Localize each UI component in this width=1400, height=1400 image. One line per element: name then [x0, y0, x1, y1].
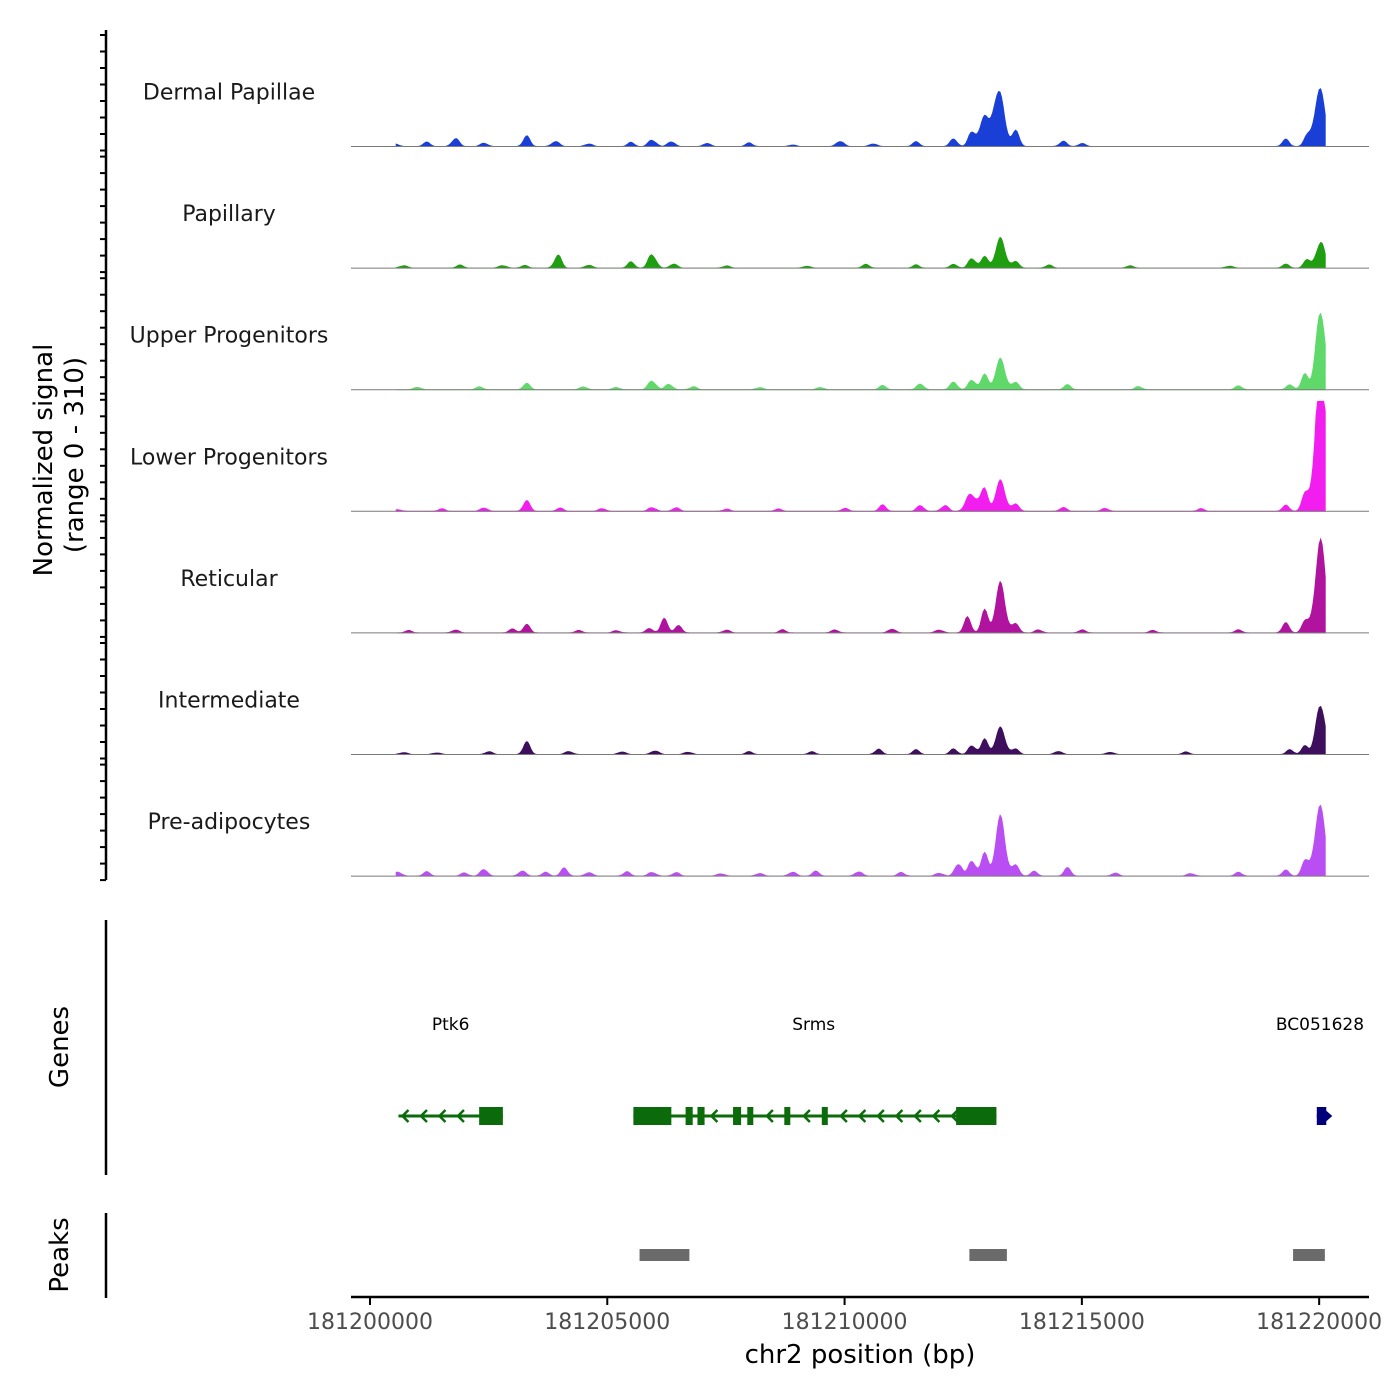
- coverage-tracks: Dermal Papillae Papillary Upper Progenitor…: [130, 81, 1369, 877]
- x-tick-label: 181200000: [307, 1310, 433, 1335]
- genes-panel-label: Genes: [45, 1006, 75, 1088]
- x-tick-label: 181220000: [1256, 1310, 1382, 1335]
- gene-exon: [821, 1107, 828, 1125]
- track-label: Dermal Papillae: [143, 81, 315, 106]
- gene-srms: Srms: [633, 1015, 997, 1125]
- peak-region-bar: [1293, 1249, 1325, 1261]
- track-label: Reticular: [180, 567, 278, 592]
- gene-exon: [956, 1107, 997, 1125]
- track-reticular: Reticular: [180, 537, 1369, 634]
- track-papillary: Papillary: [182, 202, 1369, 269]
- track-signal-area: [396, 537, 1326, 634]
- gene-annotations: Ptk6 Srms BC051628: [398, 1015, 1364, 1125]
- gene-ptk6: Ptk6: [398, 1015, 503, 1125]
- track-label: Intermediate: [158, 689, 300, 714]
- peak-region-bar: [969, 1249, 1007, 1261]
- gene-strand-arrow: [950, 1109, 959, 1123]
- gene-strand-arrow: [419, 1109, 428, 1123]
- gene-strand-arrow: [765, 1109, 774, 1123]
- x-axis-ticks: 181200000 181205000 181210000 181215000 1812…: [307, 1297, 1382, 1335]
- gene-strand-arrow: [456, 1109, 465, 1123]
- track-label: Upper Progenitors: [130, 324, 329, 349]
- peak-region-bar: [639, 1249, 690, 1261]
- gene-strand-arrow: [839, 1109, 848, 1123]
- track-pre-adipocytes: Pre-adipocytes: [148, 804, 1369, 877]
- gene-strand-arrow: [400, 1109, 410, 1123]
- track-lower-progenitors: Lower Progenitors: [130, 400, 1369, 512]
- gene-strand-arrow: [709, 1109, 719, 1123]
- gene-exon: [1316, 1107, 1327, 1125]
- gene-strand-arrow: [931, 1109, 941, 1123]
- track-signal-area: [395, 705, 1326, 755]
- gene-bc051628: BC051628: [1276, 1015, 1364, 1125]
- coverage-y-label-line2: (range 0 - 310): [60, 357, 90, 553]
- track-label: Lower Progenitors: [130, 445, 328, 470]
- gene-exon: [633, 1107, 672, 1125]
- gene-exon: [479, 1107, 503, 1125]
- gene-strand-arrow: [913, 1109, 922, 1123]
- x-tick-label: 181210000: [782, 1310, 908, 1335]
- track-label: Papillary: [182, 202, 276, 227]
- gene-name-label: BC051628: [1276, 1015, 1364, 1035]
- gene-exon: [733, 1107, 742, 1125]
- coverage-y-axis-ticks: [100, 34, 106, 882]
- gene-exon: [697, 1107, 705, 1125]
- track-signal-area: [396, 312, 1326, 391]
- x-axis-title: chr2 position (bp): [745, 1340, 976, 1370]
- peaks-panel-label: Peaks: [45, 1217, 75, 1292]
- track-intermediate: Intermediate: [158, 689, 1369, 755]
- gene-strand-arrow: [802, 1109, 811, 1123]
- track-signal-area: [395, 236, 1326, 269]
- track-signal-area: [395, 400, 1326, 512]
- gene-strand-arrow: [894, 1109, 904, 1123]
- peak-regions: [639, 1249, 1325, 1261]
- track-dermal-papillae: Dermal Papillae: [143, 81, 1369, 147]
- gene-strand-arrow: [857, 1109, 867, 1123]
- gene-strand-arrow: [437, 1109, 447, 1123]
- gene-exon: [747, 1107, 754, 1125]
- track-label: Pre-adipocytes: [148, 810, 311, 835]
- gene-name-label: Ptk6: [432, 1015, 470, 1035]
- track-upper-progenitors: Upper Progenitors: [130, 312, 1369, 391]
- coverage-y-label-line1: Normalized signal: [29, 344, 59, 577]
- x-tick-label: 181215000: [1019, 1310, 1145, 1335]
- track-signal-area: [395, 804, 1326, 877]
- x-tick-label: 181205000: [544, 1310, 670, 1335]
- track-signal-area: [395, 88, 1326, 147]
- gene-name-label: Srms: [792, 1015, 835, 1035]
- gene-exon: [784, 1107, 791, 1125]
- gene-exon: [685, 1107, 693, 1125]
- gene-strand-arrow: [876, 1109, 885, 1123]
